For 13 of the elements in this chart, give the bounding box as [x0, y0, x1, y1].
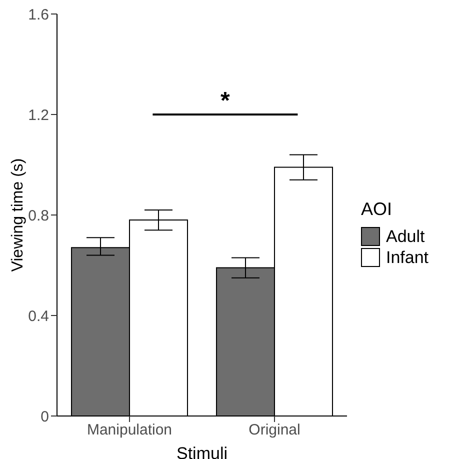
y-tick-label: 0.4 [28, 308, 49, 325]
annotation: * [220, 88, 231, 114]
legend-label: Adult [386, 226, 425, 246]
y-axis-title: Viewing time (s) [10, 158, 26, 272]
y-tick-label: 1.2 [28, 106, 49, 124]
y-tick-label: 0.8 [28, 207, 49, 224]
x-tick-label: Manipulation [86, 422, 172, 439]
y-tick-label: 1.6 [28, 6, 49, 24]
legend-title: AOI [361, 199, 394, 220]
y-tick-label: 0 [40, 408, 49, 426]
legend-label: Infant [386, 248, 429, 268]
x-axis-title: Stimuli [176, 444, 228, 459]
x-tick-label: Original [248, 422, 300, 439]
